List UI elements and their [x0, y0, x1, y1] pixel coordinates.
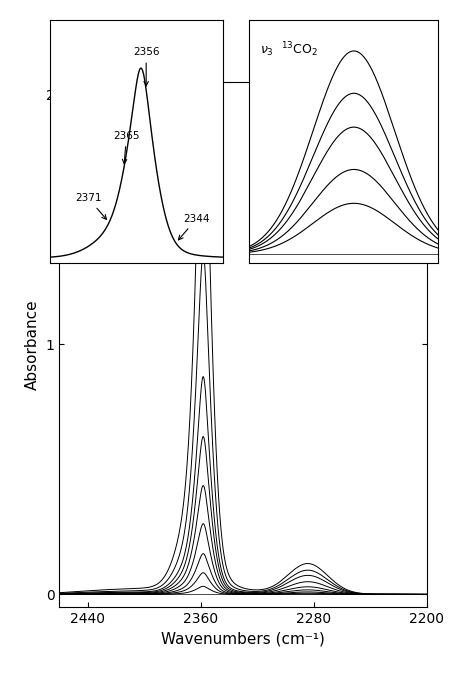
Text: 2371: 2371 — [75, 194, 107, 220]
Text: $\nu_3\ \ ^{13}$CO$_2$: $\nu_3\ \ ^{13}$CO$_2$ — [260, 40, 318, 59]
Text: 2365: 2365 — [113, 131, 140, 164]
X-axis label: Wavenumbers (cm⁻¹): Wavenumbers (cm⁻¹) — [161, 632, 325, 647]
Y-axis label: Absorbance: Absorbance — [25, 299, 40, 389]
Text: 2344: 2344 — [178, 214, 210, 240]
Text: 2356: 2356 — [133, 48, 159, 86]
